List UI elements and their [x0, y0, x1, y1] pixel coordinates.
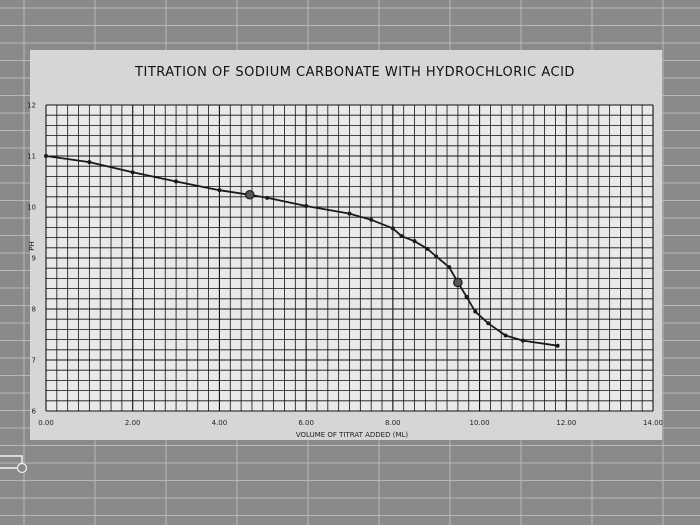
- x-tick-label: 10.00: [470, 419, 490, 427]
- y-tick-label: 7: [32, 357, 36, 365]
- x-tick-label: 14.00: [643, 419, 663, 427]
- data-point: [503, 333, 508, 338]
- data-point: [473, 309, 478, 314]
- selected-cell-handle[interactable]: [0, 455, 28, 474]
- y-tick-label: 8: [32, 306, 36, 314]
- data-point: [130, 170, 135, 175]
- chart-title: TITRATION OF SODIUM CARBONATE WITH HYDRO…: [134, 65, 575, 80]
- highlight-point: [453, 277, 463, 288]
- x-tick-label: 0.00: [38, 419, 54, 427]
- y-axis-label: PH: [28, 241, 36, 251]
- data-point: [174, 179, 179, 184]
- data-point: [390, 226, 395, 231]
- data-point: [447, 265, 452, 270]
- series-titration: [44, 154, 560, 348]
- data-point: [217, 188, 222, 193]
- data-point: [425, 246, 430, 251]
- y-tick-label: 12: [27, 102, 36, 110]
- x-tick-label: 6.00: [298, 419, 314, 427]
- x-axis-ticks: 0.00 2.00 4.00 6.00 8.00 10.00 12.00 14.00: [38, 419, 663, 427]
- highlight-point: [244, 189, 255, 200]
- data-point: [464, 294, 469, 299]
- data-point: [520, 338, 525, 343]
- data-point: [486, 321, 491, 326]
- data-point: [44, 154, 48, 158]
- data-point: [412, 239, 417, 244]
- plot-gridlines: [45, 104, 654, 412]
- data-point: [399, 234, 404, 239]
- y-tick-label: 9: [32, 255, 36, 263]
- x-tick-label: 8.00: [385, 419, 401, 427]
- data-point: [555, 343, 560, 348]
- x-tick-label: 4.00: [212, 419, 228, 427]
- data-point: [347, 211, 352, 216]
- data-point: [434, 254, 439, 259]
- data-point: [265, 195, 270, 200]
- x-tick-label: 12.00: [556, 419, 576, 427]
- x-axis-label: VOLUME OF TITRAT ADDED (ML): [296, 431, 409, 439]
- y-tick-label: 10: [27, 204, 36, 212]
- x-tick-label: 2.00: [125, 419, 141, 427]
- y-tick-label: 11: [27, 153, 36, 161]
- y-axis-ticks: 6 7 8 9 10 11 12: [27, 102, 36, 416]
- data-point: [87, 160, 92, 165]
- data-point: [304, 203, 309, 208]
- data-point: [369, 217, 374, 222]
- y-tick-label: 6: [32, 408, 37, 416]
